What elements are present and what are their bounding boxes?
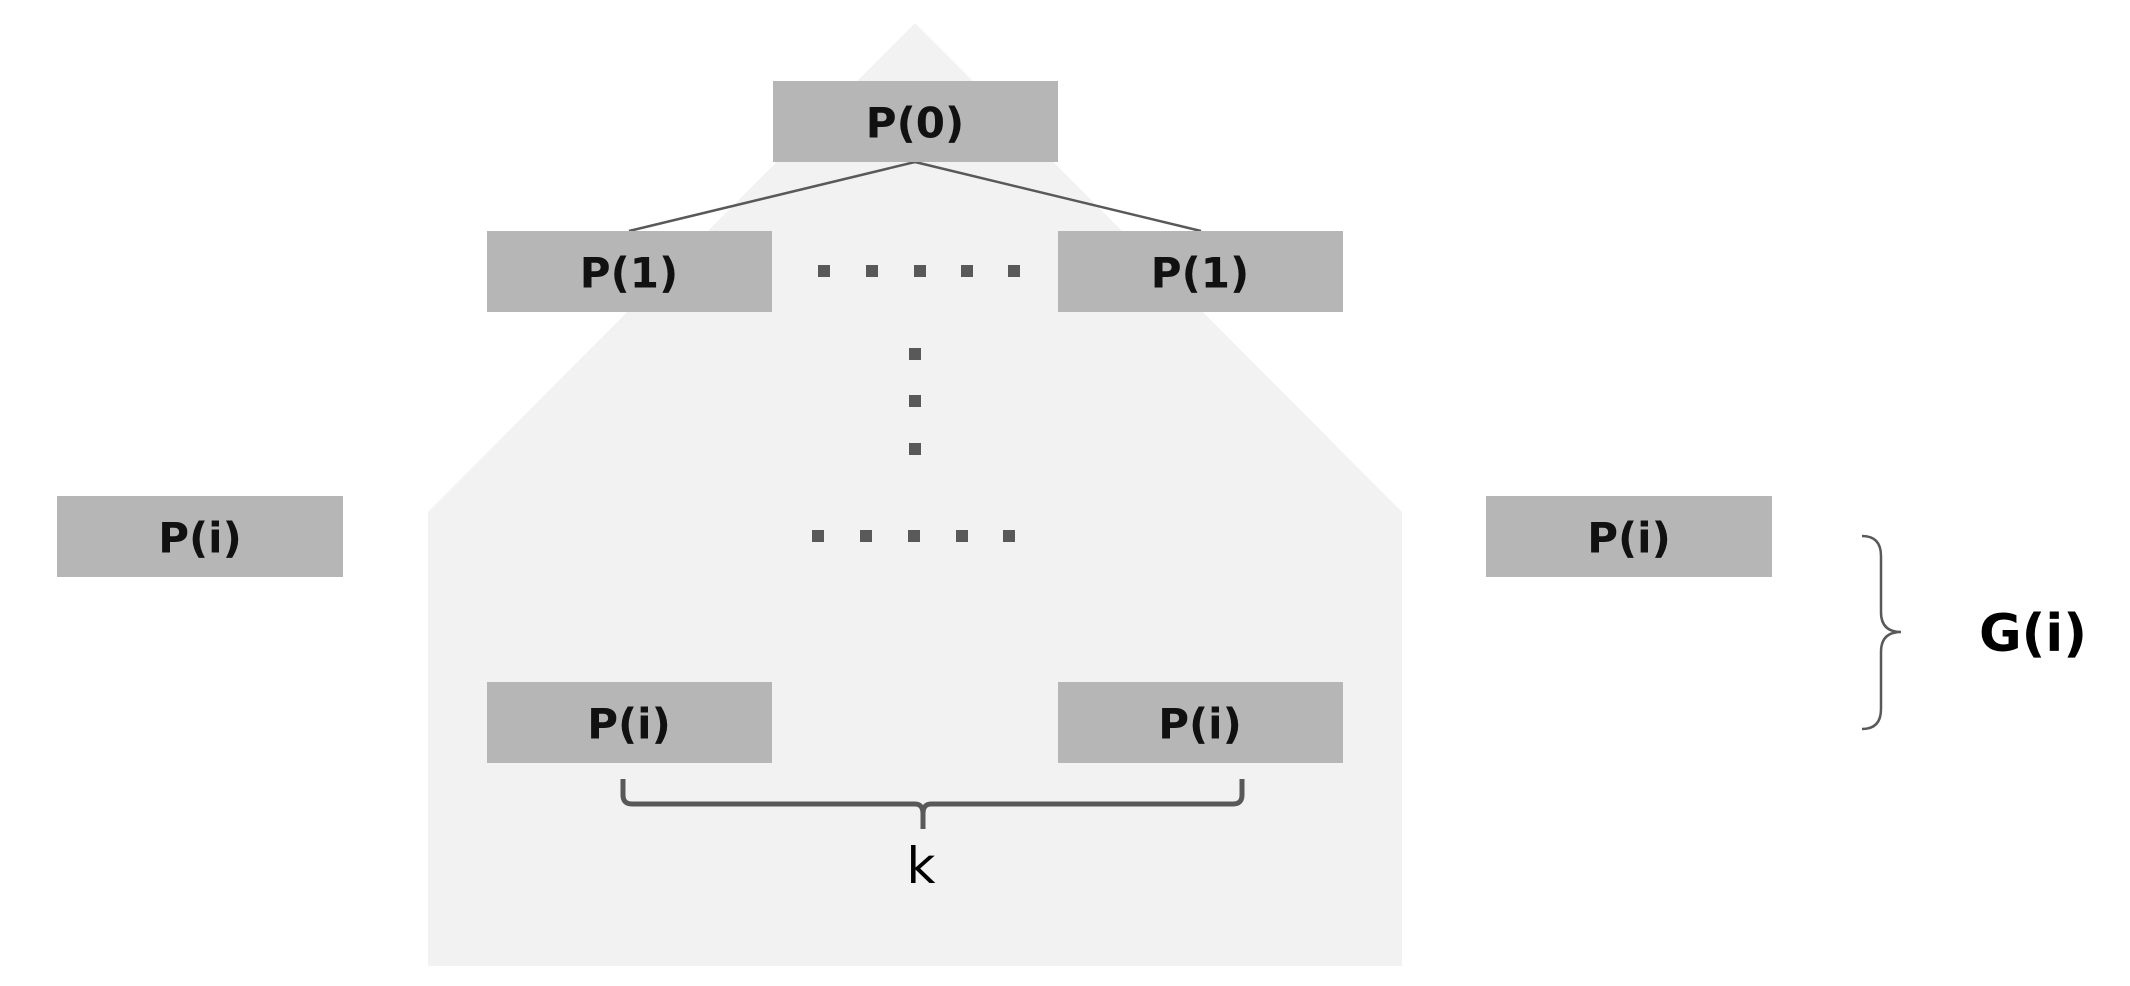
ellipsis-vertical [909,348,921,455]
node-outside-right: P(i) [1486,496,1772,577]
node-outside-left-label: P(i) [158,514,242,563]
node-leaf-left-label: P(i) [587,700,671,749]
node-leaf-right: P(i) [1058,682,1343,763]
node-outside-right-label: P(i) [1587,514,1671,563]
background-region [428,23,1402,966]
brace-k [620,779,1245,829]
node-level1-right: P(1) [1058,231,1343,312]
node-level1-left: P(1) [487,231,772,312]
ellipsis-level-i [812,530,1015,542]
edge-root-to-right [914,160,1202,233]
node-level1-right-label: P(1) [1151,249,1249,298]
brace-group [1861,534,1902,731]
node-leaf-right-label: P(i) [1158,700,1242,749]
node-level1-left-label: P(1) [580,249,678,298]
node-root-label: P(0) [866,99,964,148]
edge-root-to-left [628,160,916,233]
node-outside-left: P(i) [57,496,343,577]
ellipsis-level1 [818,265,1020,277]
node-root: P(0) [773,81,1058,162]
node-leaf-left: P(i) [487,682,772,763]
k-label: k [907,837,936,895]
group-label: G(i) [1979,604,2087,664]
